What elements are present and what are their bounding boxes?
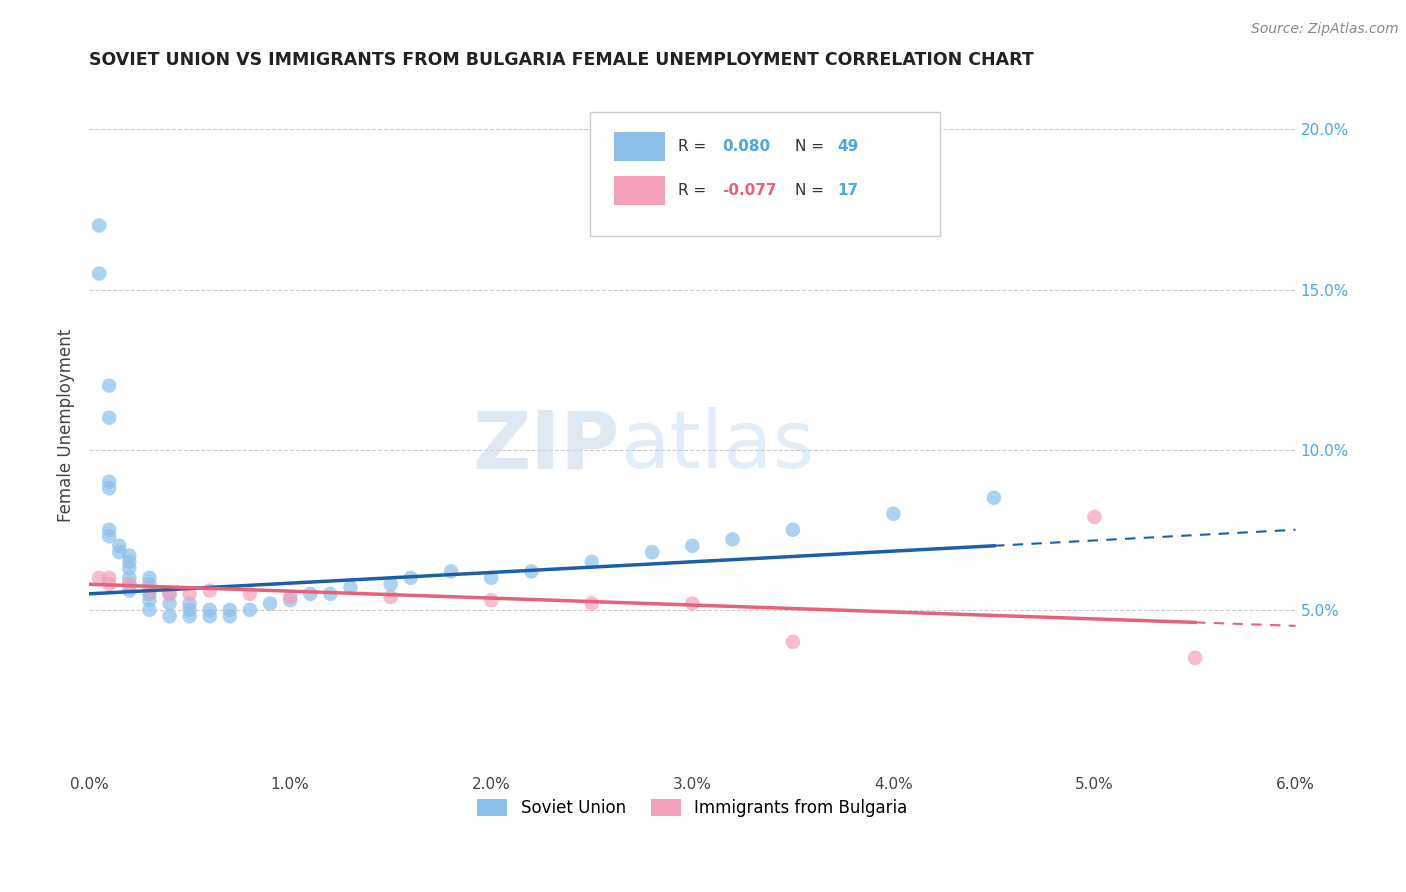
Point	[98, 577, 121, 591]
Point	[179, 609, 201, 624]
Text: N =: N =	[794, 138, 828, 153]
Point	[198, 603, 221, 617]
Bar	[614, 177, 665, 205]
Point	[479, 571, 502, 585]
Point	[108, 545, 131, 559]
Point	[278, 590, 301, 604]
Point	[118, 577, 141, 591]
Point	[118, 583, 141, 598]
Point	[681, 597, 703, 611]
Text: 0.080: 0.080	[723, 138, 770, 153]
Point	[198, 609, 221, 624]
Point	[882, 507, 904, 521]
Point	[319, 587, 342, 601]
Point	[118, 561, 141, 575]
Point	[179, 597, 201, 611]
Point	[118, 555, 141, 569]
Point	[98, 571, 121, 585]
Point	[641, 545, 664, 559]
Point	[138, 593, 160, 607]
Point	[138, 577, 160, 591]
Point	[581, 597, 603, 611]
Point	[118, 577, 141, 591]
Point	[983, 491, 1005, 505]
Point	[89, 267, 111, 281]
Point	[138, 603, 160, 617]
Point	[98, 378, 121, 392]
Point	[299, 587, 322, 601]
Point	[239, 587, 262, 601]
Point	[179, 603, 201, 617]
Point	[218, 609, 240, 624]
Text: SOVIET UNION VS IMMIGRANTS FROM BULGARIA FEMALE UNEMPLOYMENT CORRELATION CHART: SOVIET UNION VS IMMIGRANTS FROM BULGARIA…	[89, 51, 1033, 69]
Text: N =: N =	[794, 184, 828, 198]
Point	[98, 410, 121, 425]
Text: 17: 17	[837, 184, 858, 198]
Point	[198, 583, 221, 598]
Point	[681, 539, 703, 553]
Point	[159, 609, 181, 624]
Point	[380, 577, 402, 591]
Point	[138, 583, 160, 598]
Point	[479, 593, 502, 607]
Text: 49: 49	[837, 138, 858, 153]
Point	[89, 219, 111, 233]
Point	[259, 597, 281, 611]
Point	[118, 571, 141, 585]
Point	[159, 587, 181, 601]
Point	[138, 587, 160, 601]
Point	[721, 533, 744, 547]
Text: atlas: atlas	[620, 408, 814, 485]
Y-axis label: Female Unemployment: Female Unemployment	[58, 329, 75, 523]
Point	[218, 603, 240, 617]
FancyBboxPatch shape	[589, 112, 939, 236]
Point	[399, 571, 422, 585]
Point	[98, 529, 121, 543]
Point	[520, 565, 543, 579]
Point	[118, 549, 141, 563]
Point	[98, 523, 121, 537]
Point	[581, 555, 603, 569]
Legend: Soviet Union, Immigrants from Bulgaria: Soviet Union, Immigrants from Bulgaria	[471, 792, 914, 823]
Point	[380, 590, 402, 604]
Point	[339, 581, 361, 595]
Point	[1083, 510, 1105, 524]
Point	[159, 597, 181, 611]
Point	[782, 523, 804, 537]
Point	[239, 603, 262, 617]
Point	[98, 481, 121, 495]
Point	[440, 565, 463, 579]
Text: Source: ZipAtlas.com: Source: ZipAtlas.com	[1251, 22, 1399, 37]
Point	[89, 571, 111, 585]
Text: R =: R =	[678, 184, 711, 198]
Text: ZIP: ZIP	[472, 408, 620, 485]
Point	[108, 539, 131, 553]
Point	[278, 593, 301, 607]
Bar	[614, 132, 665, 161]
Point	[138, 571, 160, 585]
Point	[782, 635, 804, 649]
Text: R =: R =	[678, 138, 711, 153]
Text: -0.077: -0.077	[723, 184, 778, 198]
Point	[1184, 651, 1206, 665]
Point	[179, 587, 201, 601]
Point	[159, 587, 181, 601]
Point	[98, 475, 121, 489]
